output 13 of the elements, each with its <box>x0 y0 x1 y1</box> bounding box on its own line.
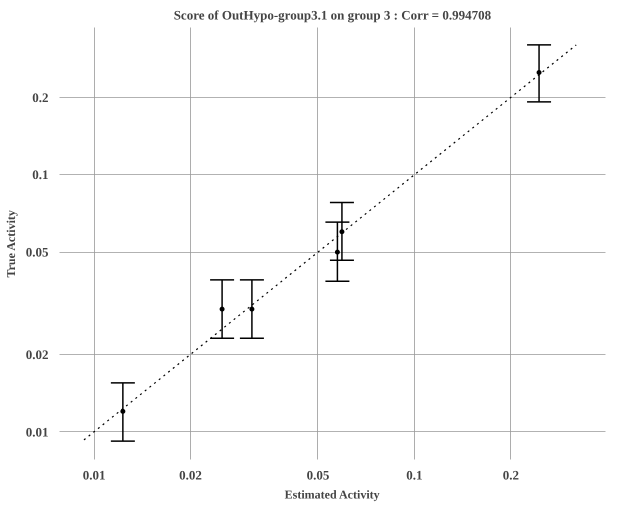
y-tick-label: 0.2 <box>32 90 48 105</box>
x-tick-label: 0.2 <box>502 468 519 482</box>
y-tick-label: 0.02 <box>26 346 48 362</box>
x-tick-label: 0.02 <box>179 468 202 482</box>
y-tick-label: 0.01 <box>26 424 48 440</box>
x-tick-label: 0.1 <box>406 468 423 482</box>
y-tick-label: 0.1 <box>32 167 48 182</box>
x-tick-label: 0.05 <box>306 468 330 482</box>
x-axis-title: Estimated Activity <box>284 488 380 502</box>
y-tick-label: 0.05 <box>26 244 49 260</box>
chart-title: Score of OutHypo-group3.1 on group 3 : Corr = 0.994708 <box>174 8 492 22</box>
y-axis-title: True Activity <box>4 210 18 278</box>
x-tick-label: 0.01 <box>82 468 106 482</box>
